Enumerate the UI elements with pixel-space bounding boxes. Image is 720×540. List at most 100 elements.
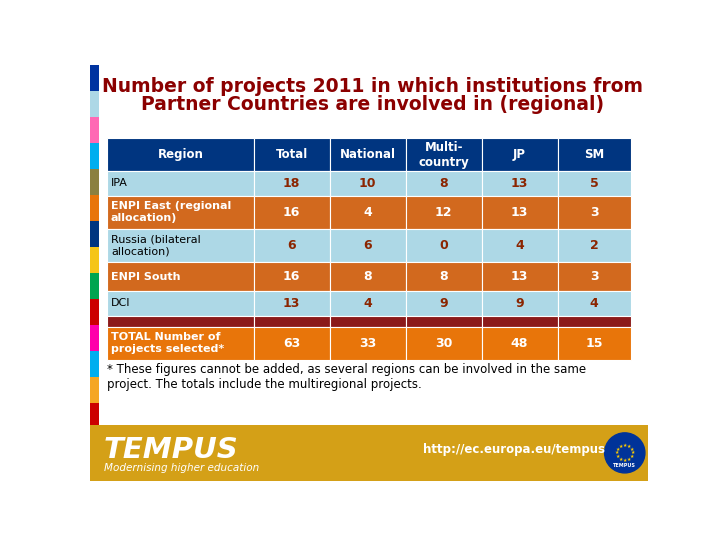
Text: 12: 12 — [435, 206, 452, 219]
Text: ENPI East (regional
allocation): ENPI East (regional allocation) — [111, 201, 231, 223]
Text: ★: ★ — [616, 454, 620, 459]
Bar — [90, 350, 99, 377]
Bar — [330, 327, 405, 360]
Bar — [482, 327, 557, 360]
Text: ★: ★ — [629, 454, 634, 459]
Bar — [405, 195, 482, 229]
Bar — [90, 425, 648, 481]
Text: TEMPUS: TEMPUS — [613, 463, 636, 469]
Text: 13: 13 — [283, 297, 300, 310]
Bar — [107, 138, 253, 171]
Text: 6: 6 — [287, 239, 296, 252]
Text: 13: 13 — [511, 206, 528, 219]
Text: 13: 13 — [511, 270, 528, 283]
Text: 13: 13 — [511, 177, 528, 190]
Bar — [405, 171, 482, 195]
Bar — [405, 229, 482, 262]
Text: Number of projects 2011 in which institutions from: Number of projects 2011 in which institu… — [102, 77, 644, 96]
Bar — [330, 291, 405, 316]
Bar — [253, 262, 330, 291]
Bar — [557, 262, 631, 291]
Text: ★: ★ — [616, 447, 620, 451]
Bar — [557, 171, 631, 195]
Bar — [90, 221, 99, 247]
Text: ★: ★ — [630, 450, 635, 455]
Bar — [405, 316, 482, 327]
Text: 33: 33 — [359, 336, 377, 350]
Bar — [90, 168, 99, 195]
Text: http://ec.europa.eu/tempus: http://ec.europa.eu/tempus — [423, 443, 606, 456]
Bar — [90, 195, 99, 221]
Text: 3: 3 — [590, 270, 598, 283]
Text: ★: ★ — [615, 450, 619, 455]
Bar — [405, 291, 482, 316]
Text: * These figures cannot be added, as several regions can be involved in the same
: * These figures cannot be added, as seve… — [107, 363, 586, 391]
Bar — [90, 247, 99, 273]
Text: 4: 4 — [364, 206, 372, 219]
Text: ENPI South: ENPI South — [111, 272, 181, 281]
Text: SM: SM — [584, 148, 604, 161]
Bar — [557, 327, 631, 360]
Text: National: National — [340, 148, 396, 161]
Bar — [482, 195, 557, 229]
Bar — [90, 377, 99, 403]
Bar — [253, 171, 330, 195]
Bar — [330, 262, 405, 291]
Text: ★: ★ — [618, 457, 623, 462]
Text: 9: 9 — [439, 297, 448, 310]
Bar — [90, 117, 99, 143]
Bar — [90, 455, 99, 481]
Bar — [253, 291, 330, 316]
Text: ★: ★ — [618, 444, 623, 449]
Text: 0: 0 — [439, 239, 448, 252]
Text: 6: 6 — [364, 239, 372, 252]
Text: Region: Region — [158, 148, 203, 161]
Bar — [107, 327, 253, 360]
Bar — [330, 138, 405, 171]
Text: 4: 4 — [516, 239, 524, 252]
Text: 16: 16 — [283, 206, 300, 219]
Text: 18: 18 — [283, 177, 300, 190]
Bar — [90, 65, 99, 91]
Text: JP: JP — [513, 148, 526, 161]
Text: 3: 3 — [590, 206, 598, 219]
Bar — [90, 429, 99, 455]
Text: 8: 8 — [364, 270, 372, 283]
Text: 30: 30 — [435, 336, 452, 350]
Bar — [107, 291, 253, 316]
Bar — [107, 195, 253, 229]
Bar — [557, 291, 631, 316]
Bar — [253, 229, 330, 262]
Text: DCI: DCI — [111, 299, 130, 308]
Bar — [90, 299, 99, 325]
Bar — [557, 195, 631, 229]
Bar — [330, 316, 405, 327]
Bar — [482, 262, 557, 291]
Bar — [253, 327, 330, 360]
Text: Modernising higher education: Modernising higher education — [104, 463, 259, 473]
Text: ★: ★ — [623, 443, 627, 448]
Text: 63: 63 — [283, 336, 300, 350]
Bar — [405, 138, 482, 171]
Text: 2: 2 — [590, 239, 598, 252]
Bar — [557, 316, 631, 327]
Text: 4: 4 — [364, 297, 372, 310]
Bar — [330, 171, 405, 195]
Bar — [107, 316, 253, 327]
Bar — [107, 229, 253, 262]
Bar — [253, 316, 330, 327]
Bar — [330, 195, 405, 229]
Text: 8: 8 — [439, 177, 448, 190]
Text: Total: Total — [276, 148, 308, 161]
Bar — [482, 229, 557, 262]
Bar — [107, 171, 253, 195]
Text: ★: ★ — [626, 457, 631, 462]
Bar — [253, 195, 330, 229]
Bar — [90, 143, 99, 168]
Bar — [253, 138, 330, 171]
Text: 9: 9 — [516, 297, 524, 310]
Bar — [90, 91, 99, 117]
Text: 4: 4 — [590, 297, 598, 310]
Text: 15: 15 — [585, 336, 603, 350]
Text: 16: 16 — [283, 270, 300, 283]
